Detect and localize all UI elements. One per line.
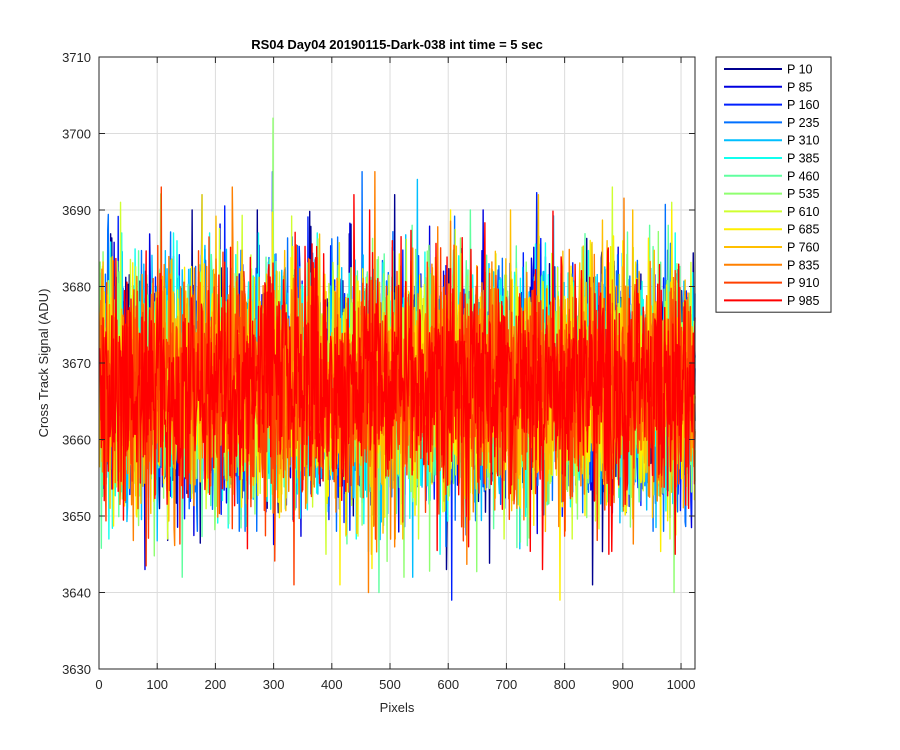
x-tick-label: 200 (205, 677, 227, 692)
y-tick-label: 3710 (62, 50, 91, 65)
legend-label: P 985 (787, 294, 819, 308)
y-tick-label: 3680 (62, 280, 91, 295)
legend-label: P 310 (787, 134, 819, 148)
legend: P 10 P 85 P 160 P 235 P 310 P 385 P 460 P 535 P … (715, 56, 832, 313)
legend-label: P 385 (787, 152, 819, 166)
legend-label: P 835 (787, 258, 819, 272)
y-tick-label: 3630 (62, 662, 91, 677)
y-tick-label: 3660 (62, 433, 91, 448)
legend-label: P 610 (787, 205, 819, 219)
series-lines (98, 117, 696, 601)
y-axis: 3630 3640 3650 3660 3670 3680 3690 3700 3710 (62, 50, 695, 677)
x-axis-label: Pixels (380, 700, 415, 715)
x-tick-label: 900 (612, 677, 634, 692)
legend-label: P 535 (787, 187, 819, 201)
x-tick-label: 800 (554, 677, 576, 692)
legend-label: P 10 (787, 63, 813, 77)
legend-label: P 685 (787, 223, 819, 237)
legend-label: P 160 (787, 98, 819, 112)
y-tick-label: 3650 (62, 509, 91, 524)
y-tick-label: 3700 (62, 127, 91, 142)
x-tick-label: 700 (496, 677, 518, 692)
legend-label: P 910 (787, 276, 819, 290)
y-tick-label: 3670 (62, 356, 91, 371)
x-tick-label: 1000 (667, 677, 696, 692)
x-tick-label: 0 (95, 677, 102, 692)
legend-label: P 760 (787, 241, 819, 255)
legend-label: P 235 (787, 116, 819, 130)
legend-label: P 460 (787, 169, 819, 183)
series-line (98, 194, 696, 571)
legend-label: P 85 (787, 80, 813, 94)
x-tick-label: 400 (321, 677, 343, 692)
chart-title: RS04 Day04 20190115-Dark-038 int time = … (251, 37, 543, 52)
y-tick-label: 3690 (62, 203, 91, 218)
x-axis: 0 100 200 300 400 500 600 700 800 900 1000 (95, 57, 695, 692)
legend-box (715, 56, 832, 313)
x-tick-label: 500 (379, 677, 401, 692)
y-axis-label: Cross Track Signal (ADU) (36, 289, 51, 438)
x-tick-label: 300 (263, 677, 285, 692)
x-tick-label: 100 (146, 677, 168, 692)
x-tick-label: 600 (437, 677, 459, 692)
y-tick-label: 3640 (62, 586, 91, 601)
